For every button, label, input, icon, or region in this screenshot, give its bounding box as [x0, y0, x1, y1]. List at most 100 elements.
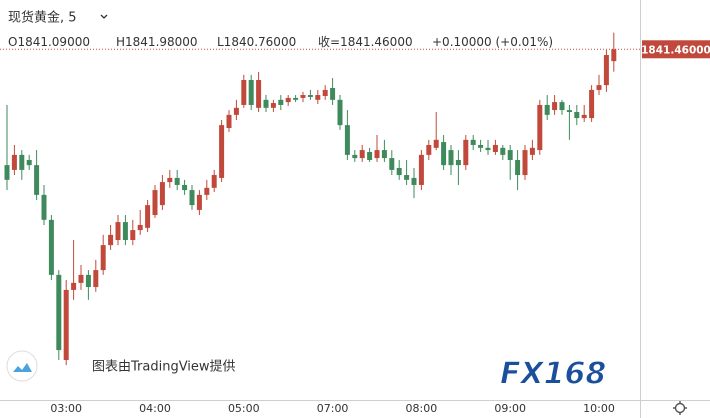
- candle-body: [611, 49, 617, 62]
- high-label: H1841.98000: [116, 35, 198, 49]
- candle-body: [337, 99, 343, 126]
- candle-body: [544, 104, 550, 115]
- candle-body: [241, 80, 247, 105]
- candle-body: [263, 99, 269, 108]
- x-tick-label: 09:00: [494, 402, 526, 415]
- candle-body: [293, 97, 299, 100]
- candle-body: [256, 80, 262, 108]
- candle-body: [137, 224, 143, 231]
- candle-body: [93, 270, 99, 288]
- candle-body: [352, 154, 358, 159]
- candle-body: [130, 230, 136, 240]
- candle-body: [152, 190, 158, 216]
- candle-body: [48, 219, 54, 275]
- candle-body: [204, 187, 210, 195]
- candle-body: [182, 184, 188, 191]
- candle-body: [559, 102, 565, 111]
- x-tick-label: 08:00: [406, 402, 438, 415]
- candle-body: [396, 168, 402, 176]
- candle-body: [219, 125, 225, 178]
- candle-body: [603, 55, 609, 86]
- candle-body: [285, 97, 291, 103]
- candle-body: [485, 147, 491, 151]
- candle-body: [552, 102, 558, 111]
- candle-body: [359, 150, 365, 159]
- candle-body: [433, 139, 439, 148]
- tradingview-badge[interactable]: [6, 350, 38, 382]
- candle-body: [211, 175, 217, 188]
- logo: FX168: [500, 357, 606, 392]
- candle-body: [196, 194, 202, 210]
- candle-body: [367, 152, 373, 160]
- candle-body: [492, 144, 498, 152]
- candle-body: [11, 154, 17, 170]
- interval-chevron[interactable]: [100, 14, 108, 19]
- candle-body: [455, 160, 461, 166]
- candle-body: [537, 104, 543, 151]
- candle-body: [85, 274, 91, 288]
- candle-body: [344, 125, 350, 155]
- x-tick-label: 04:00: [139, 402, 171, 415]
- candle-body: [19, 154, 25, 170]
- candle-body: [404, 175, 410, 180]
- candle-body: [389, 158, 395, 170]
- candle-body: [226, 114, 232, 128]
- candle-body: [115, 222, 121, 240]
- open-label: O1841.09000: [8, 35, 90, 49]
- tradingview-icon: [13, 363, 32, 372]
- low-label: L1840.76000: [217, 35, 296, 49]
- plot: [4, 32, 617, 366]
- last-price-box: [642, 40, 710, 59]
- candle-body: [500, 147, 506, 155]
- candle-body: [4, 165, 10, 180]
- candle-body: [478, 144, 484, 148]
- x-tick-label: 03:00: [50, 402, 82, 415]
- candle-body: [270, 103, 276, 108]
- settings-gear-teeth: [673, 401, 687, 415]
- candle-body: [100, 245, 106, 271]
- candle-body: [71, 282, 77, 290]
- candle-body: [330, 88, 336, 100]
- ohlc-legend: O1841.09000 H1841.98000 L1840.76000 收=18…: [8, 35, 553, 49]
- candle-body: [515, 160, 521, 176]
- candle-body: [448, 150, 454, 166]
- candle-body: [233, 107, 239, 115]
- candle-body: [26, 160, 32, 166]
- candle-body: [34, 165, 40, 195]
- candle-body: [411, 177, 417, 185]
- x-tick-label: 05:00: [228, 402, 260, 415]
- candle-body: [145, 205, 151, 228]
- candle-body: [426, 144, 432, 155]
- candle-body: [507, 150, 513, 160]
- candle-body: [470, 139, 476, 145]
- x-tick-label: 10:00: [583, 402, 615, 415]
- change-label: +0.10000 (+0.01%): [432, 35, 553, 49]
- candle-body: [278, 99, 284, 105]
- candle-body: [418, 154, 424, 185]
- candle-body: [529, 147, 535, 155]
- candle-body: [56, 274, 62, 351]
- candle-body: [307, 95, 313, 97]
- last-price-label: 1841.46000: [641, 44, 710, 56]
- candle-body: [315, 95, 321, 100]
- candle-body: [441, 142, 447, 166]
- candle-body: [108, 234, 114, 246]
- candle-body: [581, 114, 587, 119]
- candle-body: [41, 194, 47, 220]
- watermark: 图表由TradingView提供: [92, 359, 236, 375]
- candle-body: [63, 289, 69, 360]
- candle-body: [322, 89, 328, 96]
- candle-body: [159, 182, 165, 206]
- candle-body: [596, 85, 602, 90]
- candle-body: [189, 190, 195, 206]
- symbol-title[interactable]: 现货黄金, 5: [8, 10, 77, 26]
- settings-gear[interactable]: [674, 402, 686, 414]
- candle-body: [174, 177, 180, 185]
- candle-body: [300, 95, 306, 98]
- x-tick-label: 07:00: [317, 402, 349, 415]
- candle-body: [574, 112, 580, 119]
- candle-body: [167, 177, 173, 183]
- close-label: 收=1841.46000: [318, 35, 413, 49]
